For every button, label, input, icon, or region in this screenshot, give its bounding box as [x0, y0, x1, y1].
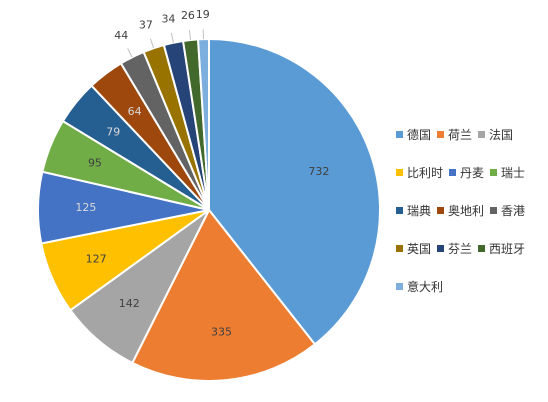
slice-label-3: 127: [86, 252, 107, 265]
legend-row: 意大利: [396, 278, 546, 316]
slice-label-11: 26: [181, 9, 195, 22]
slice-label-9: 37: [139, 18, 153, 31]
legend-item-italy: 意大利: [396, 278, 443, 295]
legend-item-sweden: 瑞典: [396, 202, 431, 219]
legend-item-spain: 西班牙: [478, 240, 525, 257]
legend-label: 丹麦: [460, 166, 485, 180]
legend-row: 德国 荷兰 法国: [396, 126, 546, 164]
legend-item-netherlands: 荷兰: [437, 126, 472, 143]
legend-swatch: [396, 207, 403, 214]
legend-label: 香港: [501, 204, 526, 218]
legend-label: 英国: [407, 242, 432, 256]
legend-swatch: [490, 207, 498, 214]
legend-label: 意大利: [407, 280, 444, 294]
leader-line-9: [149, 38, 155, 49]
legend-label: 瑞士: [501, 166, 526, 180]
legend: 德国 荷兰 法国 比利时 丹麦 瑞士 瑞典 奥地利 香港 英国 芬兰 西班牙 意…: [396, 126, 546, 316]
legend-swatch: [478, 245, 486, 252]
legend-item-belgium: 比利时: [396, 164, 443, 181]
legend-item-uk: 英国: [396, 240, 431, 257]
legend-swatch: [478, 131, 486, 138]
legend-swatch: [449, 169, 457, 176]
leader-line-8: [127, 48, 133, 58]
legend-swatch: [437, 245, 445, 252]
slice-label-1: 335: [211, 325, 232, 338]
legend-item-france: 法国: [478, 126, 513, 143]
legend-item-switzerland: 瑞士: [490, 164, 525, 181]
slice-label-4: 125: [75, 201, 96, 214]
legend-item-hongkong: 香港: [490, 202, 525, 219]
slice-label-7: 64: [128, 105, 142, 118]
legend-label: 德国: [407, 128, 432, 142]
slice-label-2: 142: [119, 297, 140, 310]
slice-label-8: 44: [114, 29, 128, 42]
legend-row: 英国 芬兰 西班牙: [396, 240, 546, 278]
legend-item-finland: 芬兰: [437, 240, 472, 257]
legend-item-germany: 德国: [396, 126, 431, 143]
legend-swatch: [490, 169, 498, 176]
legend-label: 芬兰: [448, 242, 473, 256]
slice-label-12: 19: [196, 8, 210, 21]
legend-swatch: [396, 283, 403, 290]
pie-slice-0: [208, 37, 381, 346]
legend-label: 法国: [489, 128, 514, 142]
legend-item-austria: 奥地利: [437, 202, 484, 219]
legend-swatch: [437, 207, 445, 214]
leader-line-10: [170, 32, 174, 43]
legend-item-denmark: 丹麦: [449, 164, 484, 181]
legend-label: 奥地利: [448, 204, 485, 218]
pie-slice-1: [131, 208, 317, 382]
legend-label: 荷兰: [448, 128, 473, 142]
legend-label: 西班牙: [489, 242, 526, 256]
legend-swatch: [396, 131, 403, 138]
legend-swatch: [437, 131, 445, 138]
slice-label-5: 95: [88, 157, 102, 170]
legend-swatch: [396, 245, 403, 252]
slice-label-6: 79: [106, 126, 120, 139]
slice-label-0: 732: [308, 165, 329, 178]
legend-label: 瑞典: [407, 204, 432, 218]
legend-label: 比利时: [407, 166, 444, 180]
legend-row: 瑞典 奥地利 香港: [396, 202, 546, 240]
slice-label-10: 34: [161, 12, 175, 25]
legend-swatch: [396, 169, 403, 176]
leader-line-11: [188, 30, 192, 41]
legend-row: 比利时 丹麦 瑞士: [396, 164, 546, 202]
